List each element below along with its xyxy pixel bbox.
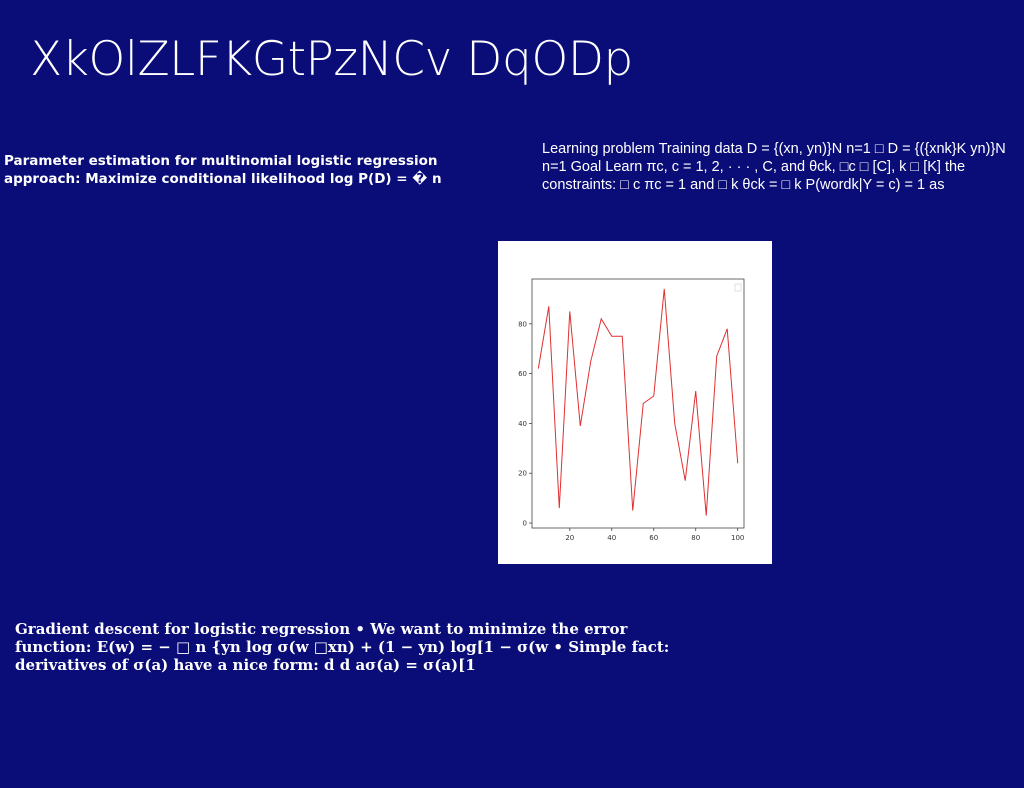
y-tick-label: 0 bbox=[523, 520, 527, 528]
x-tick-label: 20 bbox=[565, 534, 574, 542]
x-tick-label: 80 bbox=[691, 534, 700, 542]
line-chart: 20 40 60 80 100 0 20 40 60 80 bbox=[498, 241, 772, 564]
x-tick-label: 60 bbox=[649, 534, 658, 542]
slide-title: XkOlZLFKGtPzNCv DqODp bbox=[30, 32, 633, 87]
x-tick-label: 40 bbox=[607, 534, 616, 542]
plot-area bbox=[531, 278, 745, 529]
left-text-block: Parameter estimation for multinomial log… bbox=[4, 153, 442, 187]
y-tick-label: 60 bbox=[518, 370, 527, 378]
x-tick-label: 100 bbox=[731, 534, 744, 542]
bottom-text-block: Gradient descent for logistic regression… bbox=[15, 620, 670, 674]
y-tick-label: 80 bbox=[518, 320, 527, 328]
y-tick-label: 20 bbox=[518, 470, 527, 478]
legend-box bbox=[734, 283, 742, 292]
y-tick-label: 40 bbox=[518, 420, 527, 428]
line-chart-svg: 20 40 60 80 100 0 20 40 60 80 bbox=[518, 278, 745, 542]
right-text-block: Learning problem Training data D = {(xn,… bbox=[542, 141, 1006, 193]
series-line bbox=[537, 288, 739, 516]
